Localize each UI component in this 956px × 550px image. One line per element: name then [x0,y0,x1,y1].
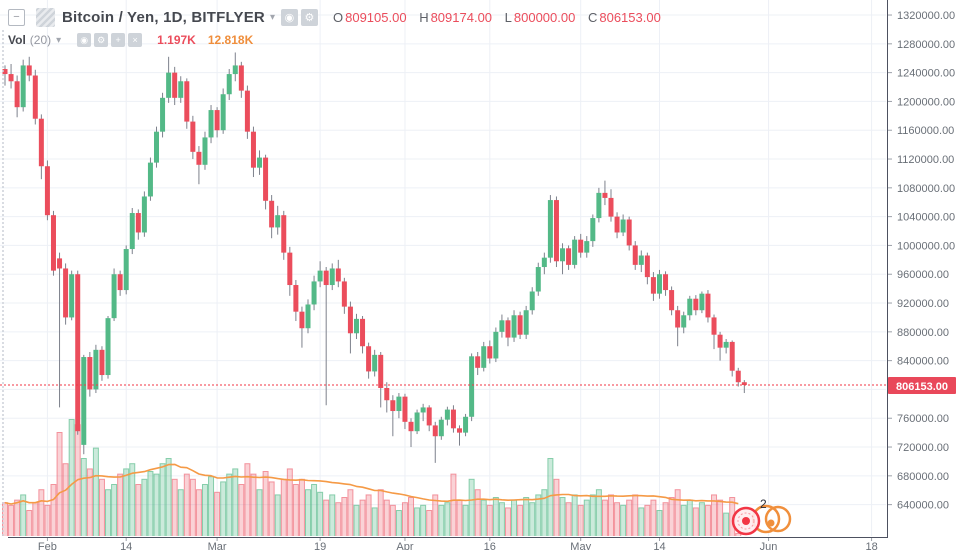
volume-ma-value: 12.818K [207,33,254,47]
orange-ellipse-drawing [764,505,792,533]
open-value: 809105.00 [345,9,407,25]
time-tick-label: 14 [120,541,132,550]
symbol-title[interactable]: Bitcoin / Yen, 1D, BITFLYER [62,8,265,26]
price-tick-label: 880000.00 [897,327,949,339]
ohlc-readout: O 809105.00 H 809174.00 L 800000.00 C 806153… [333,10,670,25]
price-tick-label: 1280000.00 [897,39,955,51]
time-tick-label: Feb [38,541,57,550]
price-tick-label: 640000.00 [897,500,949,512]
price-tick-label: 720000.00 [897,442,949,454]
price-tick-label: 1120000.00 [897,154,954,166]
price-tick-label: 1000000.00 [897,240,955,252]
close-label: C [587,9,598,25]
volume-ma-line [4,463,739,505]
eye-icon: ◉ [284,11,295,24]
price-tick-label: 1240000.00 [897,68,955,80]
volume-indicator-label[interactable]: Vol [8,33,26,47]
price-tick-label: 1040000.00 [897,212,955,224]
time-tick-label: Jun [760,541,778,550]
time-tick-label: May [570,541,591,550]
open-label: O [332,9,344,25]
current-price-value: 806153.00 [896,381,948,393]
high-label: H [419,9,429,25]
plot-layer [2,52,747,536]
time-tick-label: 18 [865,541,877,550]
price-tick-label: 1160000.00 [897,125,954,137]
time-tick-label: Apr [396,541,413,550]
legend: − Bitcoin / Yen, 1D, BITFLYER ▾ ◉ ⚙ O 809… [8,6,670,50]
volume-current-value: 1.197K [157,33,196,47]
exchange-logo-icon [36,7,55,27]
add-indicator-button[interactable]: + [111,33,126,47]
symbol-settings-button[interactable]: ⚙ [300,8,318,26]
collapse-panel-button[interactable]: − [8,8,25,26]
plus-icon: + [115,35,121,45]
eye-icon: ◉ [80,34,89,45]
grid-layer [0,0,886,536]
ellipse-drawing: 2 [731,497,792,536]
candles-layer [2,52,747,463]
remove-indicator-button[interactable]: × [128,33,143,47]
price-tick-label: 680000.00 [897,471,949,483]
hide-symbol-button[interactable]: ◉ [280,8,298,26]
orange-drawing-anchor [767,519,775,527]
price-tick-label: 1200000.00 [897,96,955,108]
time-tick-label: 14 [653,541,665,550]
current-price-tag: 806153.00 [888,377,956,394]
volume-layer [2,419,742,536]
low-label: L [504,9,512,25]
price-tick-label: 920000.00 [897,298,949,310]
gear-icon: ⚙ [304,11,315,24]
price-tick-label: 760000.00 [897,413,949,425]
low-value: 800000.00 [513,9,576,25]
collapse-icon: − [13,10,20,23]
time-tick-label: 16 [484,541,496,550]
gear-icon: ⚙ [97,34,106,45]
price-tick-label: 960000.00 [897,269,949,281]
price-tick-label: 840000.00 [897,356,949,368]
price-tick-label: 1320000.00 [897,10,955,22]
time-tick-label: 19 [314,541,326,550]
hide-indicator-button[interactable]: ◉ [77,33,92,47]
high-value: 809174.00 [430,9,493,25]
indicator-settings-button[interactable]: ⚙ [94,33,109,47]
red-drawing-anchor [742,517,750,525]
chevron-down-icon[interactable]: ▾ [269,11,275,23]
drawing-count-badge: 2 [760,497,767,511]
chevron-down-icon[interactable]: ▾ [56,34,62,46]
time-axis[interactable]: Feb 14 Mar 19 Apr 16 May 14 Jun 18 [38,538,878,550]
volume-indicator-param: (20) [29,33,52,47]
price-axis[interactable]: 1320000.00 1280000.00 1240000.00 1200000.00… [888,10,955,512]
price-tick-label: 1080000.00 [897,183,955,195]
time-tick-label: Mar [208,541,227,550]
close-icon: × [132,35,138,45]
close-value: 806153.00 [599,9,661,25]
left-panel-splitter[interactable] [0,28,5,537]
